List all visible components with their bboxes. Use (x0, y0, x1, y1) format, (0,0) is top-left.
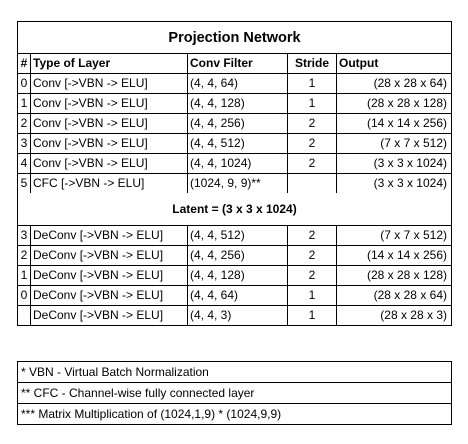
header-stride: Stride (288, 54, 337, 73)
cell-index: 4 (18, 154, 31, 173)
cell-conv-filter: (4, 4, 1024) (188, 154, 288, 173)
cell-stride: 2 (288, 114, 337, 133)
header-conv-filter: Conv Filter (188, 54, 288, 73)
footnote-matrix: *** Matrix Multiplication of (1024,1,9) … (18, 404, 451, 425)
cell-layer-type: DeConv [->VBN -> ELU] (31, 226, 188, 245)
cell-stride: 1 (288, 74, 337, 93)
encoder-rows: 0 Conv [->VBN -> ELU] (4, 4, 64) 1 (28 x 28 … (18, 74, 451, 193)
cell-conv-filter: (4, 4, 128) (188, 266, 288, 285)
cell-layer-type: Conv [->VBN -> ELU] (31, 154, 188, 173)
cell-stride: 2 (288, 154, 337, 173)
cell-conv-filter: (4, 4, 64) (188, 286, 288, 305)
cell-layer-type: Conv [->VBN -> ELU] (31, 134, 188, 153)
cell-output: (14 x 14 x 256) (337, 246, 451, 265)
table-row: 3 DeConv [->VBN -> ELU] (4, 4, 512) 2 (7 x 7… (18, 226, 451, 246)
cell-output: (14 x 14 x 256) (337, 114, 451, 133)
cell-stride (288, 174, 337, 193)
footnotes-box: * VBN - Virtual Batch Normalization ** C… (17, 361, 452, 425)
cell-layer-type: Conv [->VBN -> ELU] (31, 114, 188, 133)
cell-stride: 2 (288, 266, 337, 285)
table-row: 2 Conv [->VBN -> ELU] (4, 4, 256) 2 (14 x 14… (18, 114, 451, 134)
cell-index (18, 306, 31, 325)
cell-conv-filter: (4, 4, 512) (188, 226, 288, 245)
cell-output: (7 x 7 x 512) (337, 226, 451, 245)
cell-layer-type: DeConv [->VBN -> ELU] (31, 246, 188, 265)
cell-stride: 1 (288, 306, 337, 325)
cell-layer-type: Conv [->VBN -> ELU] (31, 94, 188, 113)
header-row: # Type of Layer Conv Filter Stride Outpu… (18, 54, 451, 74)
cell-index: 1 (18, 94, 31, 113)
table-row: 0 DeConv [->VBN -> ELU] (4, 4, 64) 1 (28 x 2… (18, 286, 451, 306)
header-index: # (18, 54, 31, 73)
cell-conv-filter: (4, 4, 3) (188, 306, 288, 325)
cell-layer-type: DeConv [->VBN -> ELU] (31, 286, 188, 305)
footnote-vbn: * VBN - Virtual Batch Normalization (18, 362, 451, 383)
cell-index: 2 (18, 114, 31, 133)
cell-layer-type: DeConv [->VBN -> ELU] (31, 266, 188, 285)
footnote-cfc: ** CFC - Channel-wise fully connected la… (18, 383, 451, 404)
cell-layer-type: Conv [->VBN -> ELU] (31, 74, 188, 93)
cell-stride: 2 (288, 246, 337, 265)
table-row: 2 DeConv [->VBN -> ELU] (4, 4, 256) 2 (14 x … (18, 246, 451, 266)
cell-output: (28 x 28 x 64) (337, 74, 451, 93)
cell-output: (28 x 28 x 3) (337, 306, 451, 325)
cell-stride: 2 (288, 226, 337, 245)
cell-index: 5 (18, 174, 31, 193)
table-row: 4 Conv [->VBN -> ELU] (4, 4, 1024) 2 (3 x 3 … (18, 154, 451, 174)
table-row: 5 CFC [->VBN -> ELU] (1024, 9, 9)** (3 x 3 … (18, 174, 451, 193)
cell-output: (3 x 3 x 1024) (337, 174, 451, 193)
cell-conv-filter: (4, 4, 64) (188, 74, 288, 93)
table-row: DeConv [->VBN -> ELU] (4, 4, 3) 1 (28 x 28 … (18, 306, 451, 325)
cell-layer-type: DeConv [->VBN -> ELU] (31, 306, 188, 325)
cell-conv-filter: (4, 4, 256) (188, 114, 288, 133)
cell-conv-filter: (4, 4, 512) (188, 134, 288, 153)
header-output: Output (337, 54, 451, 73)
table-row: 0 Conv [->VBN -> ELU] (4, 4, 64) 1 (28 x 28 … (18, 74, 451, 94)
cell-output: (28 x 28 x 128) (337, 266, 451, 285)
cell-conv-filter: (4, 4, 128) (188, 94, 288, 113)
cell-stride: 1 (288, 94, 337, 113)
cell-layer-type: CFC [->VBN -> ELU] (31, 174, 188, 193)
table-row: 3 Conv [->VBN -> ELU] (4, 4, 512) 2 (7 x 7 x… (18, 134, 451, 154)
cell-stride: 2 (288, 134, 337, 153)
cell-index: 1 (18, 266, 31, 285)
cell-conv-filter: (4, 4, 256) (188, 246, 288, 265)
table-row: 1 DeConv [->VBN -> ELU] (4, 4, 128) 2 (28 x … (18, 266, 451, 286)
header-layer-type: Type of Layer (31, 54, 188, 73)
cell-index: 3 (18, 226, 31, 245)
cell-index: 0 (18, 286, 31, 305)
table-title: Projection Network (18, 22, 451, 54)
cell-stride: 1 (288, 286, 337, 305)
decoder-rows: 3 DeConv [->VBN -> ELU] (4, 4, 512) 2 (7 x 7… (18, 226, 451, 325)
cell-output: (28 x 28 x 64) (337, 286, 451, 305)
projection-network-table: Projection Network # Type of Layer Conv … (17, 21, 452, 326)
cell-output: (7 x 7 x 512) (337, 134, 451, 153)
latent-row: Latent = (3 x 3 x 1024) (18, 193, 451, 226)
cell-index: 2 (18, 246, 31, 265)
cell-output: (28 x 28 x 128) (337, 94, 451, 113)
cell-index: 0 (18, 74, 31, 93)
cell-output: (3 x 3 x 1024) (337, 154, 451, 173)
cell-conv-filter: (1024, 9, 9)** (188, 174, 288, 193)
table-row: 1 Conv [->VBN -> ELU] (4, 4, 128) 1 (28 x 28… (18, 94, 451, 114)
cell-index: 3 (18, 134, 31, 153)
